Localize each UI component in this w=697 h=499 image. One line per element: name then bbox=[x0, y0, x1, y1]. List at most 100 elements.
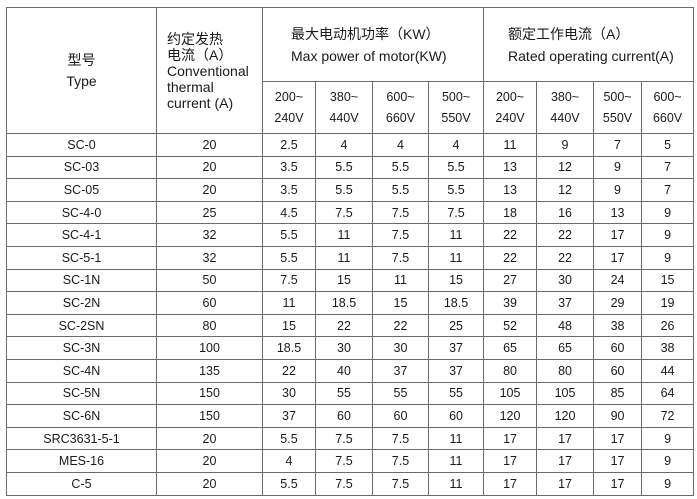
cell-thermal-current: 80 bbox=[156, 313, 263, 338]
cell-current-600-660v: 9 bbox=[641, 245, 695, 270]
cell-current-600-660v: 9 bbox=[641, 426, 695, 451]
rated-voltage-header-3: 600~ 660V bbox=[641, 81, 695, 134]
cell-type: SC-03 bbox=[6, 155, 157, 180]
cell-power-380-440v: 5.5 bbox=[315, 178, 373, 202]
cell-current-380-440v: 17 bbox=[536, 449, 595, 473]
rated-voltage-line: 380~ bbox=[550, 89, 580, 104]
cell-current-500-550v: 17 bbox=[593, 245, 643, 270]
rated-voltage-header-0: 200~ 240V bbox=[483, 81, 538, 134]
header-max-power-en: Max power of motor(KW) bbox=[291, 47, 447, 64]
cell-thermal-current: 20 bbox=[156, 133, 263, 157]
power-voltage-header-3: 500~ 550V bbox=[427, 81, 485, 134]
cell-power-500-550v: 25 bbox=[427, 313, 485, 338]
cell-power-380-440v: 18.5 bbox=[315, 291, 373, 315]
power-voltage-header-1: 380~ 440V bbox=[315, 81, 373, 134]
cell-current-600-660v: 7 bbox=[641, 178, 695, 202]
cell-thermal-current: 50 bbox=[156, 268, 263, 293]
power-voltage-line: 660V bbox=[385, 110, 416, 125]
table-row: SC-4-0 25 4.5 7.5 7.5 7.5 18 16 13 9 bbox=[6, 200, 695, 225]
cell-current-200-240v: 17 bbox=[483, 449, 538, 473]
cell-thermal-current: 150 bbox=[156, 404, 263, 428]
rated-voltage-line: 600~ bbox=[653, 89, 682, 104]
cell-current-200-240v: 52 bbox=[483, 313, 538, 338]
cell-type: SC-4-0 bbox=[6, 200, 157, 225]
cell-current-600-660v: 44 bbox=[641, 358, 695, 383]
cell-current-500-550v: 13 bbox=[593, 200, 643, 225]
cell-current-380-440v: 65 bbox=[536, 336, 595, 360]
cell-power-500-550v: 37 bbox=[427, 336, 485, 360]
cell-power-380-440v: 11 bbox=[315, 245, 373, 270]
cell-current-380-440v: 12 bbox=[536, 178, 595, 202]
table-row: SC-5-1 32 5.5 11 7.5 11 22 22 17 9 bbox=[6, 245, 695, 270]
cell-power-380-440v: 15 bbox=[315, 268, 373, 293]
cell-power-600-660v: 7.5 bbox=[372, 449, 429, 473]
cell-current-200-240v: 120 bbox=[483, 404, 538, 428]
cell-power-200-240v: 37 bbox=[262, 404, 316, 428]
cell-power-500-550v: 60 bbox=[427, 404, 485, 428]
cell-current-200-240v: 27 bbox=[483, 268, 538, 293]
cell-current-380-440v: 12 bbox=[536, 155, 595, 180]
cell-current-500-550v: 17 bbox=[593, 223, 643, 247]
cell-current-600-660v: 26 bbox=[641, 313, 695, 338]
cell-current-500-550v: 24 bbox=[593, 268, 643, 293]
cell-power-500-550v: 7.5 bbox=[427, 200, 485, 225]
cell-current-200-240v: 13 bbox=[483, 178, 538, 202]
cell-power-380-440v: 7.5 bbox=[315, 426, 373, 451]
cell-power-600-660v: 7.5 bbox=[372, 200, 429, 225]
cell-current-200-240v: 22 bbox=[483, 245, 538, 270]
rated-voltage-line: 660V bbox=[652, 110, 683, 125]
cell-power-200-240v: 4.5 bbox=[262, 200, 316, 225]
cell-current-600-660v: 9 bbox=[641, 471, 695, 496]
cell-current-380-440v: 120 bbox=[536, 404, 595, 428]
cell-type: SC-05 bbox=[6, 178, 157, 202]
cell-power-600-660v: 22 bbox=[372, 313, 429, 338]
cell-current-380-440v: 17 bbox=[536, 426, 595, 451]
rated-voltage-line: 200~ bbox=[495, 89, 525, 104]
cell-thermal-current: 20 bbox=[156, 155, 263, 180]
cell-power-380-440v: 55 bbox=[315, 381, 373, 406]
cell-power-600-660v: 55 bbox=[372, 381, 429, 406]
cell-power-600-660v: 7.5 bbox=[372, 245, 429, 270]
cell-type: SRC3631-5-1 bbox=[6, 426, 157, 451]
cell-power-200-240v: 11 bbox=[262, 291, 316, 315]
header-type: 型号 Type bbox=[6, 7, 157, 134]
cell-current-200-240v: 39 bbox=[483, 291, 538, 315]
cell-power-380-440v: 7.5 bbox=[315, 200, 373, 225]
cell-current-500-550v: 17 bbox=[593, 449, 643, 473]
cell-type: SC-2N bbox=[6, 291, 157, 315]
cell-power-200-240v: 15 bbox=[262, 313, 316, 338]
cell-current-200-240v: 105 bbox=[483, 381, 538, 406]
cell-current-380-440v: 17 bbox=[536, 471, 595, 496]
header-max-power: 最大电动机功率（KW） Max power of motor(KW) bbox=[261, 7, 485, 82]
cell-current-200-240v: 80 bbox=[483, 358, 538, 383]
cell-current-600-660v: 7 bbox=[641, 155, 695, 180]
cell-power-600-660v: 30 bbox=[372, 336, 429, 360]
cell-power-500-550v: 11 bbox=[427, 223, 485, 247]
cell-thermal-current: 135 bbox=[156, 358, 263, 383]
cell-current-200-240v: 17 bbox=[483, 471, 538, 496]
cell-current-600-660v: 64 bbox=[641, 381, 695, 406]
cell-type: SC-2SN bbox=[6, 313, 157, 338]
power-voltage-header-0: 200~ 240V bbox=[262, 81, 316, 134]
cell-power-600-660v: 11 bbox=[372, 268, 429, 293]
cell-current-200-240v: 65 bbox=[483, 336, 538, 360]
cell-power-500-550v: 5.5 bbox=[427, 155, 485, 180]
cell-power-500-550v: 55 bbox=[427, 381, 485, 406]
cell-power-200-240v: 2.5 bbox=[262, 133, 316, 157]
cell-current-500-550v: 60 bbox=[593, 336, 643, 360]
cell-power-200-240v: 3.5 bbox=[262, 178, 316, 202]
header-thermal-en3: current (A) bbox=[167, 94, 234, 111]
cell-current-200-240v: 18 bbox=[483, 200, 538, 225]
cell-power-380-440v: 60 bbox=[315, 404, 373, 428]
table-row: SC-6N 150 37 60 60 60 120 120 90 72 bbox=[6, 404, 695, 428]
cell-thermal-current: 150 bbox=[156, 381, 263, 406]
table-row: SRC3631-5-1 20 5.5 7.5 7.5 11 17 17 17 9 bbox=[6, 426, 695, 451]
cell-power-600-660v: 7.5 bbox=[372, 471, 429, 496]
cell-power-380-440v: 40 bbox=[315, 358, 373, 383]
contactor-spec-table: 型号 Type 约定发热 电流（A） Conventional thermal … bbox=[6, 7, 695, 496]
cell-current-380-440v: 48 bbox=[536, 313, 595, 338]
table-header: 型号 Type 约定发热 电流（A） Conventional thermal … bbox=[6, 7, 695, 134]
cell-power-600-660v: 7.5 bbox=[372, 223, 429, 247]
cell-current-600-660v: 9 bbox=[641, 223, 695, 247]
header-rated-current: 额定工作电流（A） Rated operating current(A) bbox=[483, 7, 695, 82]
